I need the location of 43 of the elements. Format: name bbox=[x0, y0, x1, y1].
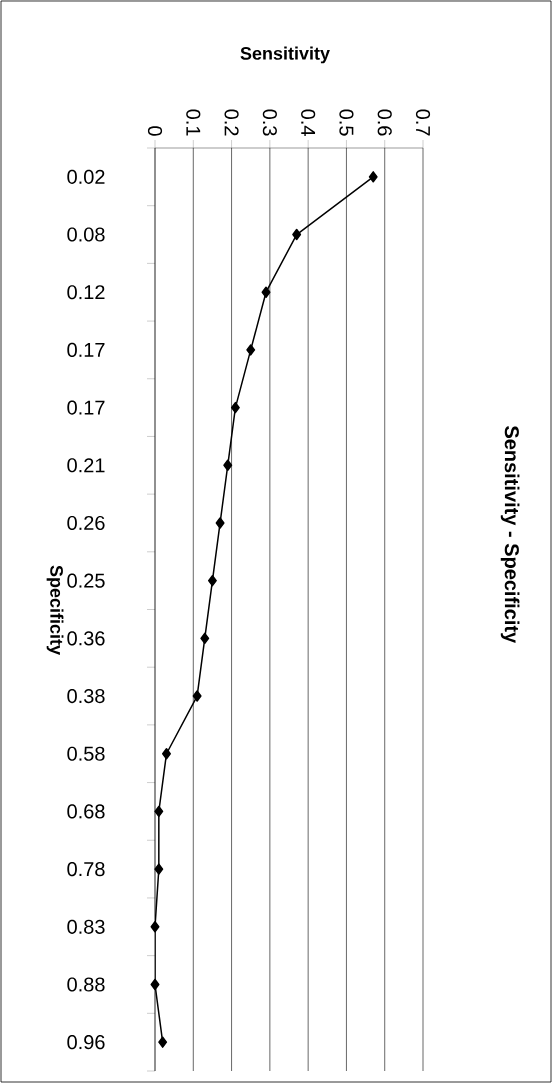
y-tick-label: 0.21 bbox=[67, 458, 105, 473]
x-tick-label: 0.6 bbox=[377, 109, 392, 136]
y-tick-label: 0.08 bbox=[67, 227, 105, 242]
y-tick-label: 0.83 bbox=[67, 919, 105, 934]
y-tick-label: 0.02 bbox=[67, 169, 105, 184]
x-axis-title: Sensitivity bbox=[240, 46, 330, 64]
point bbox=[207, 574, 217, 587]
point bbox=[223, 459, 233, 472]
x-tick-label: 0.4 bbox=[301, 109, 316, 136]
y-tick-label: 0.12 bbox=[67, 285, 105, 300]
point bbox=[200, 632, 210, 645]
y-tick-label: 0.17 bbox=[67, 400, 105, 415]
y-tick-label: 0.78 bbox=[67, 862, 105, 877]
point bbox=[261, 286, 271, 298]
x-tick-label: 0.7 bbox=[415, 109, 431, 136]
x-tick-label: 0.3 bbox=[262, 109, 277, 136]
y-tick-label: 0.68 bbox=[67, 804, 105, 819]
text: Sensitivity - Specificity bbox=[500, 425, 520, 644]
point bbox=[292, 228, 302, 241]
point bbox=[162, 748, 171, 760]
y-tick-label: 0.26 bbox=[67, 515, 105, 531]
y-tick-label: 0.38 bbox=[67, 688, 105, 704]
y-tick-label: 0.58 bbox=[67, 746, 105, 761]
point bbox=[154, 863, 164, 875]
point bbox=[154, 805, 164, 818]
point bbox=[215, 517, 225, 529]
y-tick-label: 0.25 bbox=[67, 573, 105, 588]
y-axis-title: Specificity bbox=[46, 565, 64, 655]
x-tick-label: 0 bbox=[147, 126, 163, 136]
point bbox=[150, 921, 160, 933]
y-tick-label: 0.96 bbox=[67, 1035, 105, 1050]
point bbox=[150, 978, 160, 991]
y-tick-label: 0.17 bbox=[67, 342, 105, 357]
point bbox=[246, 344, 256, 356]
point bbox=[192, 690, 202, 702]
x-tick-label: 0.1 bbox=[186, 109, 201, 136]
y-tick-label: 0.88 bbox=[67, 977, 105, 992]
point bbox=[368, 171, 378, 183]
point bbox=[158, 1036, 168, 1048]
x-tick-label: 0.2 bbox=[224, 109, 239, 136]
point bbox=[230, 401, 240, 414]
x-tick-label: 0.5 bbox=[339, 109, 354, 136]
y-tick-label: 0.36 bbox=[67, 631, 105, 646]
